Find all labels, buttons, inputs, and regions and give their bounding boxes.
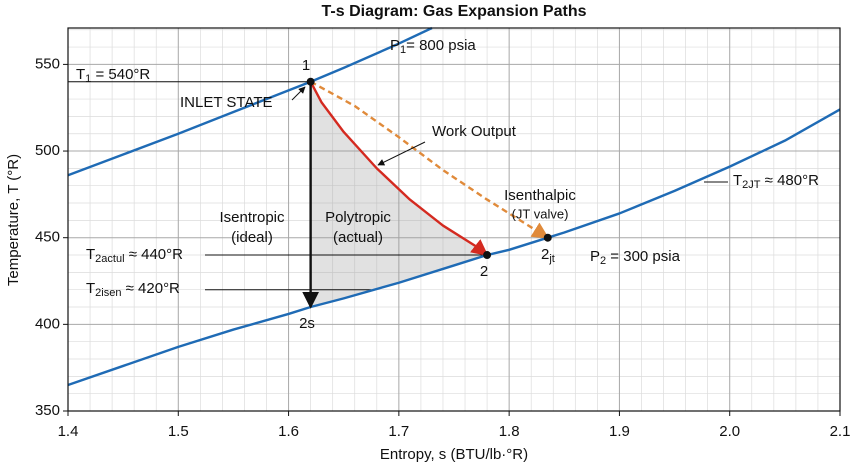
annotation: (ideal) <box>231 229 273 246</box>
x-tick-label: 1.9 <box>609 423 630 440</box>
annotation: 1 <box>400 44 406 56</box>
annotation: Isenthalpic <box>504 187 576 204</box>
annotation: P <box>590 248 600 265</box>
x-tick-label: 1.4 <box>58 423 79 440</box>
annotation: ≈ 480°R <box>761 172 820 189</box>
state-label: 2s <box>299 315 315 332</box>
y-axis-label: Temperature, T (°R) <box>5 154 22 286</box>
annotation: (JT valve) <box>512 206 569 221</box>
annotation: (actual) <box>333 229 383 246</box>
annotation: 2 <box>600 255 606 267</box>
annotation: 2actul <box>95 253 124 265</box>
annotation: T2isen ≈ 420°R <box>86 280 180 299</box>
annotation: Polytropic <box>325 209 391 226</box>
y-tick-label: 350 <box>35 402 60 419</box>
annotation: = 800 psia <box>406 37 476 54</box>
annotation: P2 = 300 psia <box>590 248 681 267</box>
state-point <box>543 233 552 242</box>
series-line <box>310 80 550 239</box>
chart-title: T-s Diagram: Gas Expansion Paths <box>322 3 587 20</box>
annotation: INLET STATE <box>180 94 273 111</box>
work-area <box>310 81 488 308</box>
annotation: T2JT ≈ 480°R <box>733 172 819 191</box>
x-tick-label: 1.6 <box>278 423 299 440</box>
plot-frame <box>67 27 841 412</box>
state-label: 2jt <box>541 246 555 265</box>
state-label: jt <box>548 253 555 265</box>
grid <box>67 28 841 412</box>
x-tick-label: 1.5 <box>168 423 189 440</box>
annotation: = 300 psia <box>606 248 680 265</box>
annotation: ≈ 440°R <box>125 246 184 263</box>
y-tick-label: 500 <box>35 142 60 159</box>
series-line <box>309 81 489 257</box>
annotation: P1= 800 psia <box>390 37 476 56</box>
state-label: 2 <box>480 263 488 280</box>
series-line <box>67 108 841 387</box>
annotation: = 540°R <box>91 66 150 83</box>
annotation: T2actul ≈ 440°R <box>86 246 183 265</box>
x-tick-label: 2.1 <box>830 423 851 440</box>
annotation: 2JT <box>742 179 761 191</box>
y-tick-label: 550 <box>35 55 60 72</box>
x-tick-label: 1.8 <box>499 423 520 440</box>
annotation: ≈ 420°R <box>121 280 180 297</box>
annotation: Isentropic <box>219 209 285 226</box>
annotation: T <box>733 172 742 189</box>
annotation: P <box>390 37 400 54</box>
state-point <box>483 251 492 260</box>
plot <box>67 26 841 387</box>
series-line <box>67 26 433 177</box>
x-axis-label: Entropy, s (BTU/lb·°R) <box>380 446 528 463</box>
annotation: Work Output <box>432 123 517 140</box>
y-tick-label: 450 <box>35 229 60 246</box>
annotation: T1 = 540°R <box>76 66 150 85</box>
annotation: T <box>76 66 85 83</box>
annotation: T <box>86 246 95 263</box>
state-label: 1 <box>302 57 310 74</box>
annotation: T <box>86 280 95 297</box>
state-point <box>306 77 315 86</box>
pointer-arrow <box>377 141 426 166</box>
state-label: 2 <box>541 246 549 263</box>
annotation: 1 <box>85 73 91 85</box>
x-tick-label: 1.7 <box>388 423 409 440</box>
annotation: 2isen <box>95 287 121 299</box>
x-tick-label: 2.0 <box>719 423 740 440</box>
pointer-arrow <box>291 86 306 101</box>
y-tick-label: 400 <box>35 315 60 332</box>
